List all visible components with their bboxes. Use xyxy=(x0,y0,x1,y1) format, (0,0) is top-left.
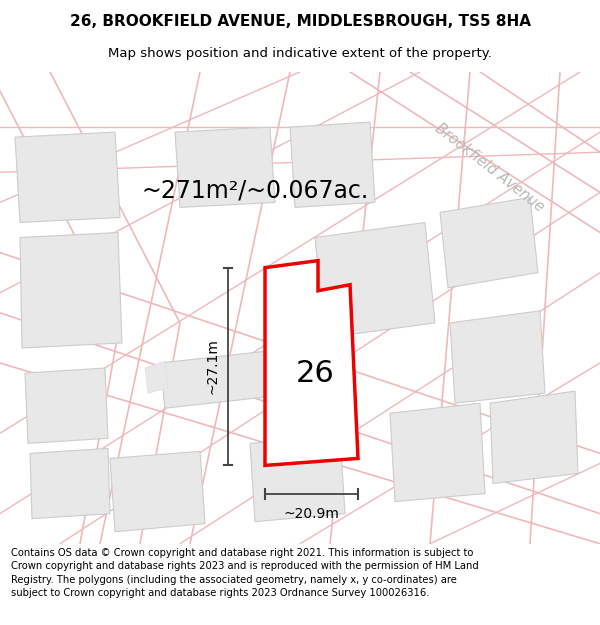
Polygon shape xyxy=(440,198,538,288)
Polygon shape xyxy=(250,436,345,522)
Polygon shape xyxy=(160,343,345,408)
Text: 26: 26 xyxy=(296,359,334,388)
Polygon shape xyxy=(490,391,578,484)
Polygon shape xyxy=(175,127,275,208)
Text: ~20.9m: ~20.9m xyxy=(284,507,340,521)
Polygon shape xyxy=(315,222,435,338)
Polygon shape xyxy=(390,403,485,502)
Polygon shape xyxy=(25,368,108,443)
Polygon shape xyxy=(15,132,120,222)
Polygon shape xyxy=(450,311,545,403)
Text: 26, BROOKFIELD AVENUE, MIDDLESBROUGH, TS5 8HA: 26, BROOKFIELD AVENUE, MIDDLESBROUGH, TS… xyxy=(70,14,530,29)
Text: Contains OS data © Crown copyright and database right 2021. This information is : Contains OS data © Crown copyright and d… xyxy=(11,548,479,598)
Polygon shape xyxy=(20,232,122,348)
Text: Map shows position and indicative extent of the property.: Map shows position and indicative extent… xyxy=(108,48,492,61)
Polygon shape xyxy=(265,261,358,466)
Text: ~27.1m: ~27.1m xyxy=(205,339,219,394)
Polygon shape xyxy=(30,448,110,519)
Text: Brookfield Avenue: Brookfield Avenue xyxy=(433,120,547,214)
Polygon shape xyxy=(110,451,205,532)
Polygon shape xyxy=(290,122,375,208)
Text: ~271m²/~0.067ac.: ~271m²/~0.067ac. xyxy=(142,178,368,202)
Polygon shape xyxy=(145,361,168,393)
